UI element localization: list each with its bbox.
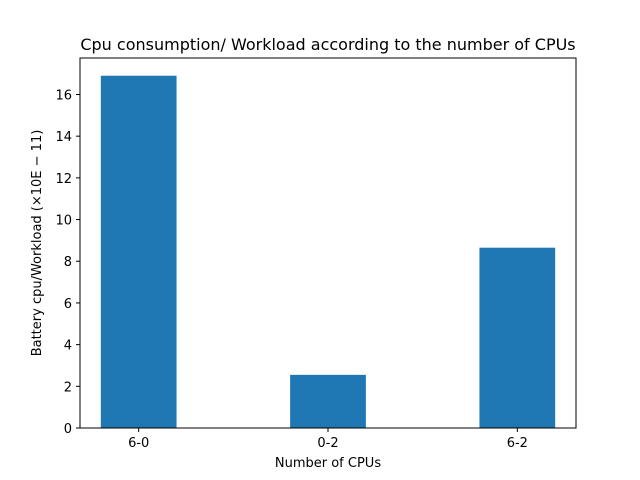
plot-frame bbox=[79, 57, 577, 429]
bar-6-2 bbox=[479, 247, 556, 428]
x-axis: 6-0 0-2 6-2 bbox=[128, 428, 528, 451]
y-axis-label: Battery cpu/Workload (×10E − 11) bbox=[30, 130, 45, 357]
bar-0-2 bbox=[290, 374, 366, 428]
bar-6-0 bbox=[100, 75, 177, 428]
bars-group bbox=[100, 75, 556, 428]
chart-title: Cpu consumption/ Workload according to t… bbox=[80, 35, 575, 54]
y-tick-label: 2 bbox=[64, 380, 72, 395]
y-tick-label: 8 bbox=[64, 255, 72, 270]
x-tick-label: 6-0 bbox=[128, 436, 149, 451]
y-tick-label: 0 bbox=[64, 422, 72, 437]
y-tick-label: 10 bbox=[55, 214, 72, 229]
y-axis: 0 2 4 6 8 10 12 14 16 bbox=[55, 88, 80, 437]
y-tick-label: 6 bbox=[64, 297, 72, 312]
y-tick-label: 4 bbox=[64, 339, 72, 354]
y-tick-label: 12 bbox=[55, 172, 72, 187]
x-axis-label: Number of CPUs bbox=[275, 456, 381, 471]
y-tick-label: 16 bbox=[55, 88, 72, 103]
y-tick-label: 14 bbox=[55, 130, 72, 145]
x-tick-label: 0-2 bbox=[317, 436, 338, 451]
x-tick-label: 6-2 bbox=[507, 436, 528, 451]
